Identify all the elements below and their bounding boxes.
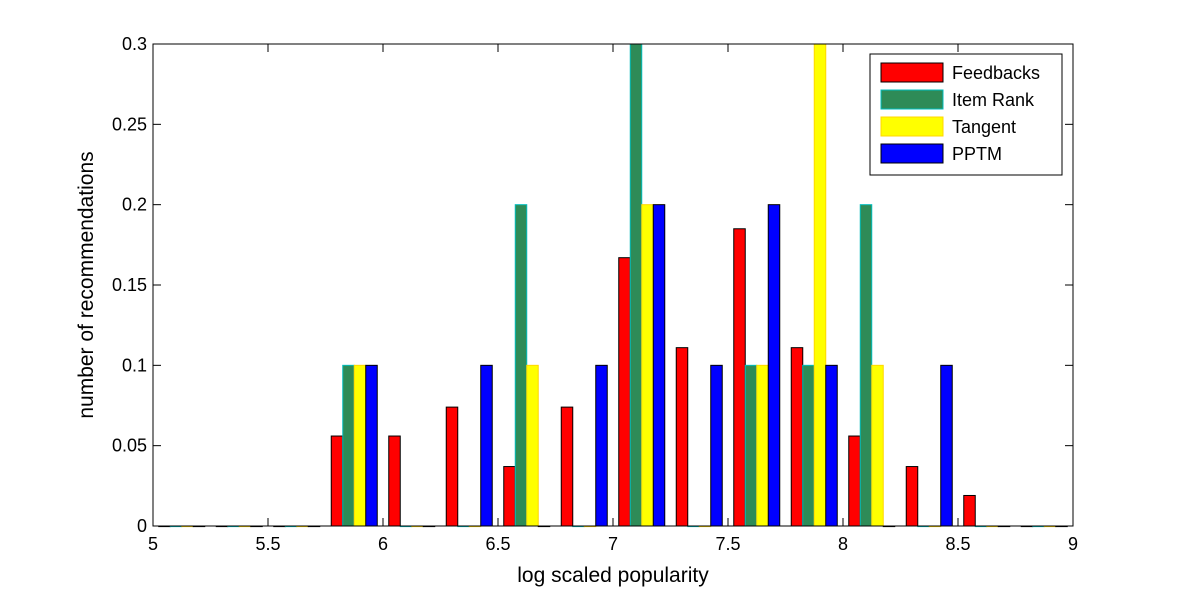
bar-feedbacks bbox=[330, 435, 344, 527]
bar-feedbacks bbox=[388, 435, 401, 527]
bar-feedbacks bbox=[733, 228, 746, 527]
x-tick-label: 8 bbox=[838, 534, 848, 554]
x-tick-label: 8.5 bbox=[945, 534, 970, 554]
bar-feedbacks bbox=[790, 347, 804, 527]
bar-tangent bbox=[641, 204, 654, 527]
bar-tangent bbox=[871, 364, 884, 527]
y-axis: 0 0.05 0.1 0.15 0.2 0.25 0.3 bbox=[112, 34, 1073, 536]
legend-swatch-pptm bbox=[880, 143, 944, 164]
x-axis-label: log scaled popularity bbox=[517, 564, 709, 587]
x-tick-label: 7.5 bbox=[715, 534, 740, 554]
bar-feedbacks bbox=[675, 347, 689, 527]
bar-item-rank bbox=[342, 364, 355, 527]
bar-pptm bbox=[595, 364, 608, 527]
bar-feedbacks bbox=[560, 406, 574, 527]
bar-item-rank bbox=[859, 204, 873, 527]
bar-pptm bbox=[365, 364, 378, 527]
x-tick-label: 6.5 bbox=[485, 534, 510, 554]
bar-item-rank bbox=[629, 43, 643, 527]
bar-item-rank bbox=[514, 204, 528, 527]
x-tick-label: 9 bbox=[1068, 534, 1078, 554]
y-tick-label: 0 bbox=[137, 516, 147, 536]
bar-tangent bbox=[756, 364, 769, 527]
legend-label-item-rank: Item Rank bbox=[952, 90, 1035, 110]
y-tick-label: 0.25 bbox=[112, 114, 147, 134]
bar-pptm bbox=[480, 364, 493, 527]
legend-label-tangent: Tangent bbox=[952, 117, 1016, 137]
bar-item-rank bbox=[744, 364, 758, 527]
legend: Feedbacks Item Rank Tangent PPTM bbox=[869, 53, 1063, 176]
x-tick-label: 5 bbox=[148, 534, 158, 554]
bar-tangent bbox=[813, 43, 827, 527]
bar-feedbacks bbox=[503, 466, 516, 527]
bar-feedbacks bbox=[905, 466, 919, 527]
y-tick-label: 0.1 bbox=[122, 355, 147, 375]
x-axis: 5 5.5 6 6.5 7 7.5 8 8.5 9 bbox=[148, 44, 1078, 554]
bar-pptm bbox=[767, 204, 781, 527]
bar-feedbacks bbox=[963, 494, 976, 527]
bar-feedbacks bbox=[848, 435, 861, 527]
legend-swatch-tangent bbox=[880, 116, 944, 137]
bar-feedbacks bbox=[445, 406, 459, 527]
y-axis-label: number of recommendations bbox=[75, 151, 98, 418]
bar-feedbacks bbox=[618, 257, 631, 527]
bar-tangent bbox=[526, 364, 539, 527]
bar-pptm bbox=[710, 364, 723, 527]
bar-pptm bbox=[825, 364, 838, 527]
legend-swatch-feedbacks bbox=[880, 62, 944, 83]
bar-pptm bbox=[652, 204, 666, 527]
x-tick-label: 7 bbox=[608, 534, 618, 554]
legend-label-pptm: PPTM bbox=[952, 144, 1002, 164]
x-tick-label: 5.5 bbox=[255, 534, 280, 554]
y-tick-label: 0.05 bbox=[112, 436, 147, 456]
y-tick-label: 0.15 bbox=[112, 275, 147, 295]
bar-tangent bbox=[353, 364, 367, 527]
y-tick-label: 0.3 bbox=[122, 34, 147, 54]
legend-swatch-item-rank bbox=[880, 89, 944, 110]
bar-item-rank bbox=[802, 364, 815, 527]
x-tick-label: 6 bbox=[378, 534, 388, 554]
y-tick-label: 0.2 bbox=[122, 195, 147, 215]
bar-pptm bbox=[940, 364, 953, 527]
legend-label-feedbacks: Feedbacks bbox=[952, 63, 1040, 83]
